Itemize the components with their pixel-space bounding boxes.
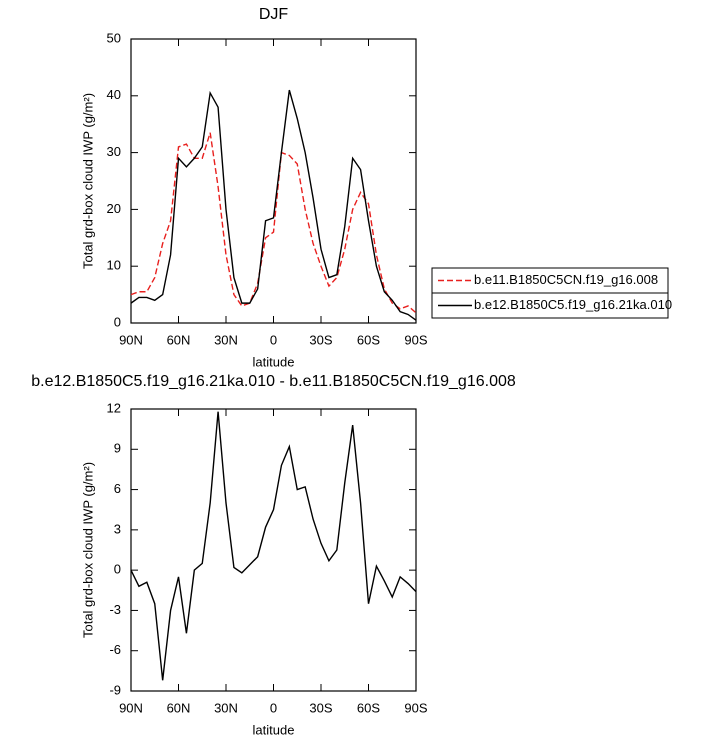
x-tick-label: 30N [214,332,238,347]
data-line [130,132,417,314]
x-tick-label: 90S [404,700,427,715]
y-tick-label: -3 [109,602,121,617]
legend-label: b.e12.B1850C5.f19_g16.21ka.010 [474,297,672,312]
x-axis-label: latitude [253,354,295,369]
y-tick-label: 50 [107,30,121,45]
y-tick-label: 6 [114,481,121,496]
y-tick-label: 9 [114,441,121,456]
y-tick-label: 40 [107,87,121,102]
x-tick-label: 30S [309,700,332,715]
data-line [130,411,417,681]
y-tick-label: -6 [109,642,121,657]
chart-title: b.e12.B1850C5.f19_g16.21ka.010 - b.e11.B… [31,373,516,390]
plot-frame [130,408,417,692]
y-axis-label: Total grd-box cloud IWP (g/m²) [80,462,95,638]
x-axis-label: latitude [253,722,295,737]
x-tick-label: 90N [119,700,143,715]
y-tick-label: 0 [114,314,121,329]
y-tick-label: 12 [107,400,121,415]
y-axis-label: Total grd-box cloud IWP (g/m²) [80,93,95,269]
x-tick-label: 30S [309,332,332,347]
data-line [130,89,417,321]
x-tick-label: 0 [270,700,277,715]
chart-title: DJF [259,6,289,23]
x-tick-label: 60N [167,332,191,347]
x-tick-label: 30N [214,700,238,715]
y-tick-label: -9 [109,682,121,697]
x-tick-label: 90N [119,332,143,347]
x-tick-label: 60S [357,332,380,347]
y-tick-label: 20 [107,201,121,216]
plot-frame [130,38,417,324]
x-tick-label: 90S [404,332,427,347]
x-tick-label: 60N [167,700,191,715]
y-tick-label: 3 [114,521,121,536]
y-tick-label: 10 [107,258,121,273]
y-tick-label: 30 [107,144,121,159]
x-tick-label: 60S [357,700,380,715]
x-tick-label: 0 [270,332,277,347]
legend-label: b.e11.B1850C5CN.f19_g16.008 [474,272,658,287]
y-tick-label: 0 [114,562,121,577]
